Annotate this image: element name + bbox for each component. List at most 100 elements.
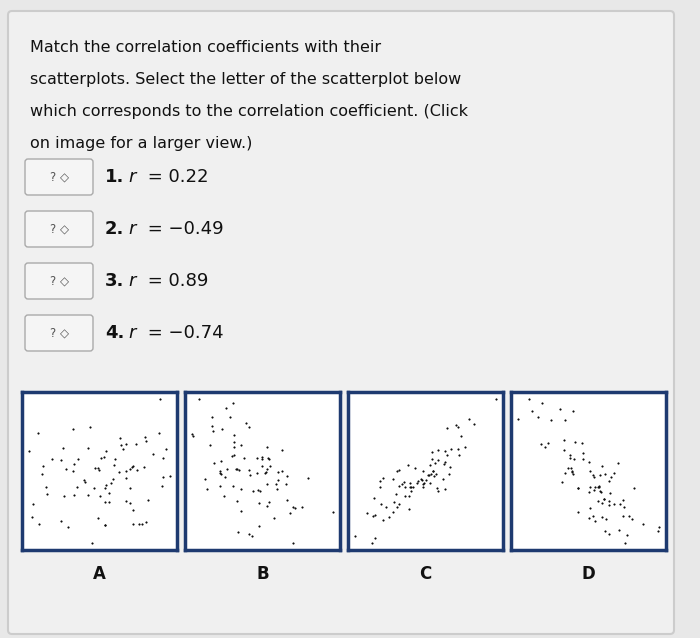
Point xyxy=(243,465,254,475)
Point xyxy=(33,519,44,529)
Point xyxy=(536,439,547,449)
Point xyxy=(231,464,242,474)
Point xyxy=(284,507,295,517)
Point xyxy=(328,507,339,517)
Point xyxy=(104,487,115,498)
Point xyxy=(215,456,226,466)
Point xyxy=(61,464,72,474)
Point xyxy=(589,484,600,494)
Point xyxy=(425,469,436,479)
Point xyxy=(566,466,578,476)
Point xyxy=(214,480,225,491)
Point xyxy=(234,464,245,475)
Point xyxy=(391,502,402,512)
Point xyxy=(491,394,502,404)
Point xyxy=(71,482,83,493)
Point xyxy=(433,455,444,465)
Point xyxy=(253,485,264,495)
Point xyxy=(255,486,266,496)
Point xyxy=(410,463,421,473)
Point xyxy=(405,482,416,493)
Text: 4.: 4. xyxy=(105,324,125,342)
Point xyxy=(218,491,230,501)
Point xyxy=(400,491,411,501)
Point xyxy=(100,520,111,530)
Point xyxy=(459,441,470,452)
Point xyxy=(441,423,452,433)
Point xyxy=(589,482,601,493)
Point xyxy=(393,481,405,491)
Point xyxy=(427,466,438,477)
Point xyxy=(362,508,373,518)
Point xyxy=(261,464,272,475)
Point xyxy=(596,512,608,523)
Point xyxy=(253,498,265,508)
Point xyxy=(153,428,164,438)
Point xyxy=(271,478,282,489)
Point xyxy=(377,473,388,483)
Point xyxy=(235,506,246,516)
Point xyxy=(426,454,438,464)
Point xyxy=(599,526,610,536)
Text: which corresponds to the correlation coefficient. (Click: which corresponds to the correlation coe… xyxy=(30,104,468,119)
Point xyxy=(55,516,66,526)
Point xyxy=(419,477,430,487)
Point xyxy=(120,466,131,477)
Point xyxy=(247,531,258,541)
Point xyxy=(426,447,438,457)
Point xyxy=(41,489,52,499)
Point xyxy=(83,490,94,500)
Point xyxy=(99,520,111,530)
Point xyxy=(228,437,239,447)
Text: B: B xyxy=(256,565,269,583)
Point xyxy=(405,482,416,492)
Point xyxy=(281,479,292,489)
Point xyxy=(411,478,422,488)
Point xyxy=(609,468,620,478)
Point xyxy=(412,476,423,486)
Point xyxy=(120,496,132,506)
Point xyxy=(68,490,79,500)
Point xyxy=(28,499,39,509)
Text: 2.: 2. xyxy=(105,220,125,238)
Text: r: r xyxy=(128,324,135,342)
Point xyxy=(206,420,217,431)
FancyBboxPatch shape xyxy=(25,315,93,351)
Point xyxy=(431,483,442,493)
Point xyxy=(416,475,428,485)
Point xyxy=(584,513,595,523)
Point xyxy=(583,487,594,498)
Point xyxy=(228,398,239,408)
Point xyxy=(424,478,435,488)
Point xyxy=(268,513,279,523)
Point xyxy=(594,470,606,480)
Point xyxy=(62,522,74,532)
Point xyxy=(261,501,272,511)
Point xyxy=(421,475,432,485)
Point xyxy=(612,458,623,468)
Point xyxy=(229,430,240,440)
Point xyxy=(603,529,614,539)
Point xyxy=(566,467,578,477)
Point xyxy=(370,533,381,544)
Point xyxy=(577,447,588,457)
Point xyxy=(573,483,584,493)
Point xyxy=(366,538,377,548)
Point xyxy=(219,472,230,482)
Point xyxy=(392,466,403,477)
Point xyxy=(263,496,274,507)
Point xyxy=(288,538,299,548)
Point xyxy=(78,475,90,485)
Text: 1.: 1. xyxy=(105,168,125,186)
Point xyxy=(290,503,301,513)
Point xyxy=(438,474,449,484)
Point xyxy=(387,474,398,484)
Point xyxy=(207,426,218,436)
Point xyxy=(403,503,414,514)
Point xyxy=(263,454,274,464)
Point xyxy=(369,510,380,521)
Point xyxy=(368,511,379,521)
Text: 3.: 3. xyxy=(105,272,125,290)
Point xyxy=(556,477,568,487)
Point xyxy=(92,513,104,523)
